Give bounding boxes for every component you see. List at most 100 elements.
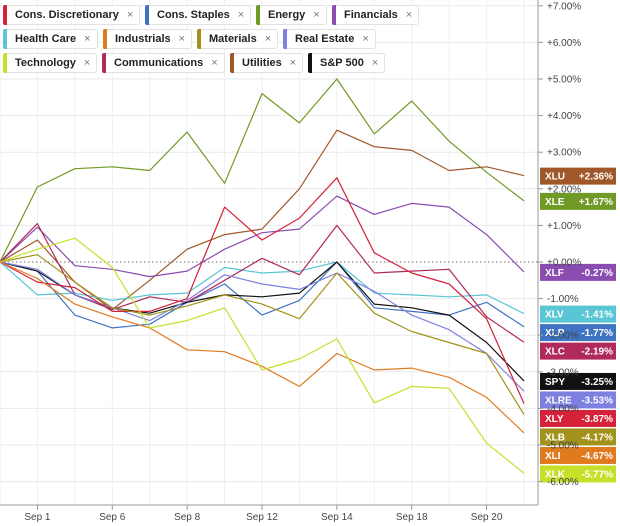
series-line-xlb[interactable] <box>0 254 525 415</box>
end-tag-xli: XLI -4.67% <box>540 446 616 464</box>
end-tag-bg <box>540 391 616 409</box>
end-tag-bg <box>540 372 616 390</box>
legend-chip-xlu[interactable]: Utilities × <box>230 53 304 73</box>
legend-chip-spy[interactable]: S&P 500 × <box>308 53 386 73</box>
remove-icon[interactable]: × <box>289 57 297 69</box>
end-tag-xly: XLY -3.87% <box>540 409 616 427</box>
legend-chip-xly[interactable]: Cons. Discretionary × <box>3 5 141 25</box>
end-tag-bg <box>540 263 616 281</box>
y-tick-label: -1.00% <box>547 294 579 305</box>
x-tick-label: Sep 1 <box>24 512 51 523</box>
y-tick-label: +6.00% <box>547 38 581 49</box>
end-tag-value: -1.41% <box>581 310 613 321</box>
end-tag-spy: SPY -3.25% <box>540 372 616 390</box>
end-tag-value: -3.87% <box>581 414 613 425</box>
end-tag-xlb: XLB -4.17% <box>540 428 616 446</box>
y-tick-label: +3.00% <box>547 148 581 159</box>
y-tick-label: -6.00% <box>547 477 579 488</box>
remove-icon[interactable]: × <box>371 57 379 69</box>
remove-icon[interactable]: × <box>237 9 245 21</box>
end-tag-bg <box>540 305 616 323</box>
series-line-xly[interactable] <box>0 177 525 404</box>
series-line-xlre[interactable] <box>0 261 525 392</box>
y-tick-label: -5.00% <box>547 441 579 452</box>
end-tag-value: -3.53% <box>581 395 613 406</box>
x-tick-label: Sep 20 <box>471 512 503 523</box>
end-tag-xlu: XLU +2.36% <box>540 167 616 185</box>
end-tag-symbol: XLV <box>545 310 564 321</box>
y-tick-label: -4.00% <box>547 404 579 415</box>
legend-color-swatch <box>3 29 7 49</box>
legend-label: Materials <box>209 33 257 45</box>
series-line-xlk[interactable] <box>0 237 525 474</box>
legend-color-swatch <box>102 53 106 73</box>
end-tag-symbol: XLY <box>545 414 564 425</box>
series-line-xle[interactable] <box>0 78 525 263</box>
end-tag-symbol: XLF <box>545 268 564 279</box>
remove-icon[interactable]: × <box>83 57 91 69</box>
legend-label: Real Estate <box>295 33 355 45</box>
remove-icon[interactable]: × <box>264 33 272 45</box>
end-tag-value: -1.77% <box>581 328 613 339</box>
remove-icon[interactable]: × <box>126 9 134 21</box>
legend-color-swatch <box>283 29 287 49</box>
x-tick-label: Sep 18 <box>396 512 428 523</box>
remove-icon[interactable]: × <box>313 9 320 21</box>
legend-label: Communications <box>114 57 204 69</box>
legend-color-swatch <box>230 53 234 73</box>
end-tag-value: -2.19% <box>581 347 613 358</box>
grid <box>0 0 538 505</box>
x-tick-label: Sep 12 <box>246 512 278 523</box>
series-line-xli[interactable] <box>0 261 525 434</box>
y-tick-label: +5.00% <box>547 75 581 86</box>
remove-icon[interactable]: × <box>211 57 218 69</box>
legend-chip-xle[interactable]: Energy × <box>256 5 327 25</box>
end-tag-value: -4.17% <box>581 432 613 443</box>
legend-chip-xlp[interactable]: Cons. Staples × <box>145 5 252 25</box>
end-tag-bg <box>540 446 616 464</box>
y-axis: +7.00% +6.00% +5.00% +4.00% +3.00% +2.00% +1.0… <box>537 0 581 505</box>
legend-label: Technology <box>15 57 76 69</box>
legend-color-swatch <box>145 5 149 25</box>
end-tag-value: +1.67% <box>579 197 613 208</box>
end-tag-xlp: XLP -1.77% <box>540 324 616 342</box>
legend-chip-xlf[interactable]: Financials × <box>332 5 420 25</box>
end-tag-bg <box>540 167 616 185</box>
end-tag-bg <box>540 192 616 210</box>
legend-color-swatch <box>197 29 201 49</box>
end-tag-xlre: XLRE -3.53% <box>540 391 616 409</box>
legend-chip-xlb[interactable]: Materials × <box>197 29 279 49</box>
end-tag-symbol: XLK <box>545 469 566 480</box>
legend-label: Financials <box>344 9 398 21</box>
y-tick-label: -3.00% <box>547 367 579 378</box>
remove-icon[interactable]: × <box>84 33 91 45</box>
end-value-labels: XLU +2.36%XLE +1.67%XLF -0.27%XLV -1.41%XLP -… <box>540 167 616 483</box>
legend-chip-xlc[interactable]: Communications × <box>102 53 225 73</box>
legend-chip-xlre[interactable]: Real Estate × <box>283 29 376 49</box>
end-tag-value: -5.77% <box>581 469 613 480</box>
remove-icon[interactable]: × <box>362 33 369 45</box>
legend-color-swatch <box>308 53 312 73</box>
legend-color-swatch <box>332 5 336 25</box>
legend-chip-xlk[interactable]: Technology × <box>3 53 98 73</box>
end-tag-xlk: XLK -5.77% <box>540 465 616 483</box>
x-tick-label: Sep 14 <box>321 512 353 523</box>
y-tick-label: +1.00% <box>547 221 581 232</box>
series-line-xlf[interactable] <box>0 195 525 278</box>
end-tag-xle: XLE +1.67% <box>540 192 616 210</box>
end-tag-bg <box>540 342 616 360</box>
legend-label: Health Care <box>15 33 77 45</box>
series-line-xlp[interactable] <box>0 261 525 329</box>
remove-icon[interactable]: × <box>405 9 413 21</box>
legend-chip-xli[interactable]: Industrials × <box>103 29 193 49</box>
remove-icon[interactable]: × <box>178 33 186 45</box>
end-tag-bg <box>540 465 616 483</box>
end-tag-value: -4.67% <box>581 451 613 462</box>
legend-color-swatch <box>256 5 260 25</box>
end-tag-xlv: XLV -1.41% <box>540 305 616 323</box>
end-tag-value: -3.25% <box>581 377 613 388</box>
x-axis: Sep 1 Sep 6 Sep 8 Sep 12 Sep 14 Sep 18 Sep 20 <box>0 504 538 523</box>
end-tag-value: +2.36% <box>579 172 613 183</box>
legend-chip-xlv[interactable]: Health Care × <box>3 29 98 49</box>
